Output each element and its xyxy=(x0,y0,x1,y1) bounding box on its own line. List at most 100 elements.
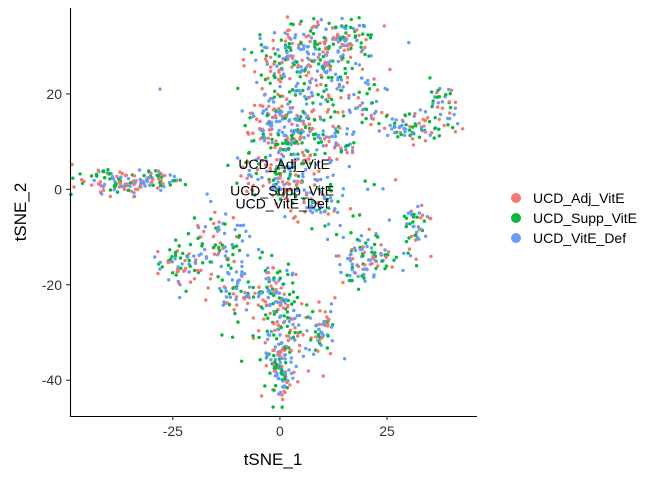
scatter-point xyxy=(277,148,282,153)
scatter-point xyxy=(328,65,332,70)
scatter-point xyxy=(274,281,278,285)
scatter-point xyxy=(313,152,317,157)
scatter-point xyxy=(311,126,315,131)
scatter-point xyxy=(318,41,322,45)
scatter-point xyxy=(282,321,286,325)
scatter-point xyxy=(187,252,191,256)
scatter-point xyxy=(320,192,324,197)
scatter-point xyxy=(333,143,338,148)
scatter-point xyxy=(437,95,441,99)
scatter-point xyxy=(290,65,294,69)
scatter-point xyxy=(281,94,285,98)
scatter-point xyxy=(407,236,411,240)
scatter-point xyxy=(311,309,315,314)
scatter-point xyxy=(282,187,286,191)
scatter-point xyxy=(248,234,252,239)
scatter-point xyxy=(176,265,180,269)
scatter-point xyxy=(436,88,440,93)
scatter-point xyxy=(283,215,287,219)
scatter-point xyxy=(147,169,151,173)
scatter-point xyxy=(401,119,405,124)
scatter-point xyxy=(288,100,292,104)
scatter-point xyxy=(312,137,317,141)
scatter-point xyxy=(318,309,322,313)
scatter-point xyxy=(177,244,181,248)
scatter-point xyxy=(301,174,305,179)
scatter-point xyxy=(159,188,163,193)
scatter-point xyxy=(196,236,200,240)
scatter-point xyxy=(96,168,101,172)
scatter-point xyxy=(374,232,378,236)
scatter-point xyxy=(430,131,434,135)
scatter-point xyxy=(416,225,421,229)
scatter-point xyxy=(253,291,257,295)
scatter-point xyxy=(278,269,282,273)
scatter-point xyxy=(413,238,418,242)
scatter-point xyxy=(374,109,378,114)
scatter-point xyxy=(212,252,217,256)
scatter-point xyxy=(364,241,368,245)
scatter-point xyxy=(322,137,327,141)
scatter-point xyxy=(176,269,180,273)
scatter-point xyxy=(362,267,366,271)
scatter-point xyxy=(298,137,302,142)
x-ticks: -25 0 25 xyxy=(163,416,395,439)
scatter-point xyxy=(374,99,379,104)
scatter-point xyxy=(285,97,289,101)
scatter-point xyxy=(158,260,162,264)
scatter-point xyxy=(283,39,288,43)
scatter-point xyxy=(304,34,308,39)
scatter-point xyxy=(347,278,352,283)
scatter-point xyxy=(276,300,280,304)
scatter-point xyxy=(192,254,196,258)
scatter-point xyxy=(202,229,206,234)
scatter-point xyxy=(172,174,176,179)
scatter-point xyxy=(232,308,236,312)
scatter-point xyxy=(282,314,286,318)
scatter-point xyxy=(310,94,315,98)
scatter-point xyxy=(132,191,136,195)
scatter-point xyxy=(284,197,288,201)
scatter-point xyxy=(209,272,214,276)
y-tick-label: 20 xyxy=(46,86,62,102)
scatter-point xyxy=(268,278,272,282)
scatter-point xyxy=(100,192,104,196)
scatter-point xyxy=(366,33,370,37)
scatter-point xyxy=(149,171,153,175)
scatter-point xyxy=(271,266,275,270)
scatter-point xyxy=(301,333,305,337)
scatter-point xyxy=(319,190,323,194)
scatter-point xyxy=(336,78,340,82)
scatter-point xyxy=(281,282,285,286)
scatter-point xyxy=(287,35,291,40)
scatter-point xyxy=(118,182,123,186)
scatter-point xyxy=(247,285,252,289)
scatter-point xyxy=(231,292,235,296)
scatter-point xyxy=(347,108,352,112)
scatter-point xyxy=(239,174,243,178)
scatter-point xyxy=(224,249,228,253)
scatter-point xyxy=(285,310,290,314)
scatter-point xyxy=(334,232,339,237)
scatter-point xyxy=(277,106,281,111)
scatter-point xyxy=(301,110,305,114)
scatter-point xyxy=(350,278,354,283)
scatter-point xyxy=(449,88,454,92)
scatter-point xyxy=(341,85,345,89)
scatter-point xyxy=(308,209,312,213)
scatter-point xyxy=(281,397,285,402)
scatter-point xyxy=(264,356,269,360)
scatter-point xyxy=(97,182,101,186)
scatter-point xyxy=(329,309,333,314)
scatter-point xyxy=(387,218,392,222)
scatter-point xyxy=(338,126,342,130)
scatter-point xyxy=(407,128,412,132)
scatter-point xyxy=(310,227,314,231)
scatter-point xyxy=(147,175,152,179)
scatter-point xyxy=(258,256,262,260)
scatter-point xyxy=(321,129,325,133)
scatter-point xyxy=(281,154,286,159)
scatter-point xyxy=(289,348,293,353)
scatter-point xyxy=(236,86,240,91)
scatter-point xyxy=(264,364,268,368)
